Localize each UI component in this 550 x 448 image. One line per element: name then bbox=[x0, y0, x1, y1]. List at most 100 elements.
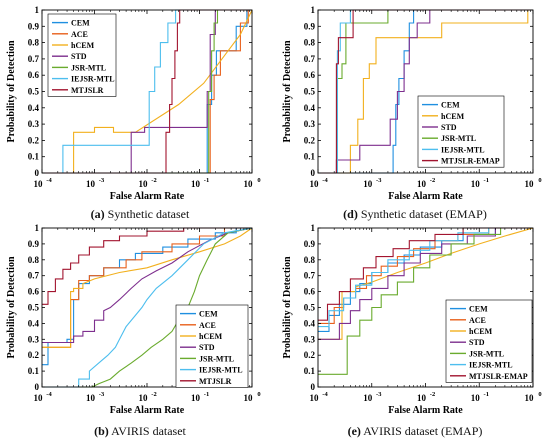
legend-label-cem: CEM bbox=[71, 19, 90, 28]
x-tick-label: 10 bbox=[363, 393, 373, 403]
y-tick-label: 0.7 bbox=[28, 54, 40, 64]
series-line-hcem bbox=[318, 9, 533, 174]
series-line-ace bbox=[42, 9, 252, 174]
panel-letter: (d) bbox=[343, 207, 358, 221]
x-tick-label: 10 bbox=[191, 393, 201, 403]
x-tick-label: 10 bbox=[86, 179, 96, 189]
x-tick-exponent: -2 bbox=[151, 177, 156, 184]
legend-label-hcem: hCEM bbox=[199, 332, 223, 341]
x-tick-label: 10 bbox=[244, 393, 254, 403]
x-tick-exponent: -4 bbox=[322, 177, 328, 184]
series-line-iejsr-mtl bbox=[42, 9, 252, 174]
series-line-hcem bbox=[42, 9, 253, 174]
legend-label-std: STD bbox=[441, 123, 457, 132]
y-tick-label: 0.8 bbox=[304, 255, 316, 265]
legend-label-mtjslr-emap: MTJSLR-EMAP bbox=[469, 372, 528, 381]
legend-label-ace: ACE bbox=[199, 321, 216, 330]
y-tick-label: 0 bbox=[311, 382, 316, 392]
y-tick-label: 0.4 bbox=[304, 318, 316, 328]
legend-label-cem: CEM bbox=[441, 101, 460, 110]
y-tick-label: 0.7 bbox=[304, 271, 316, 281]
y-tick-label: 0.3 bbox=[28, 334, 40, 344]
panel-letter: (a) bbox=[90, 207, 105, 221]
legend-label-cem: CEM bbox=[199, 310, 218, 319]
panel-caption-e: (e) AVIRIS dataset (EMAP) bbox=[280, 424, 550, 439]
legend-label-ace: ACE bbox=[71, 30, 88, 39]
x-tick-exponent: 0 bbox=[257, 391, 260, 398]
y-tick-label: 0.8 bbox=[28, 255, 40, 265]
x-tick-exponent: -2 bbox=[151, 391, 156, 398]
y-tick-label: 0.6 bbox=[28, 70, 40, 80]
y-tick-label: 0.5 bbox=[304, 303, 316, 313]
legend-label-std: STD bbox=[71, 52, 87, 61]
series-line-std bbox=[42, 227, 253, 344]
x-tick-label: 10 bbox=[525, 393, 535, 403]
series-line-jsr-mtl bbox=[42, 9, 252, 174]
y-tick-label: 0.2 bbox=[28, 350, 40, 360]
x-tick-label: 10 bbox=[310, 179, 320, 189]
caption-text: AVIRIS dataset bbox=[111, 424, 186, 438]
x-tick-label: 10 bbox=[310, 393, 320, 403]
legend-box bbox=[417, 95, 505, 168]
series-line-std bbox=[318, 227, 533, 340]
y-tick-label: 0 bbox=[35, 382, 40, 392]
y-tick-label: 0.1 bbox=[304, 366, 316, 376]
legend-label-cem: CEM bbox=[469, 305, 488, 314]
x-axis-label: False Alarm Rate bbox=[110, 405, 185, 416]
x-tick-label: 10 bbox=[139, 393, 149, 403]
legend-label-jsr-mtl: JSR-MTL bbox=[469, 349, 504, 358]
series-line-iejsr-mtl bbox=[318, 9, 533, 174]
x-tick-label: 10 bbox=[244, 179, 254, 189]
x-tick-exponent: 0 bbox=[538, 177, 541, 184]
legend-label-std: STD bbox=[199, 343, 215, 352]
y-tick-label: 0.8 bbox=[28, 38, 40, 48]
legend-label-iejsr-mtl: IEJSR-MTL bbox=[199, 366, 243, 375]
x-tick-label: 10 bbox=[471, 393, 481, 403]
legend-box bbox=[47, 13, 117, 97]
y-tick-label: 0.6 bbox=[28, 287, 40, 297]
y-tick-label: 0.5 bbox=[304, 87, 316, 97]
y-tick-label: 0.9 bbox=[28, 21, 40, 31]
x-tick-exponent: -1 bbox=[204, 391, 209, 398]
x-tick-label: 10 bbox=[417, 393, 427, 403]
y-tick-label: 0.1 bbox=[304, 152, 316, 162]
y-tick-label: 0.2 bbox=[304, 135, 316, 145]
y-axis-label: Probability of Detection bbox=[282, 256, 293, 358]
y-tick-label: 0.2 bbox=[28, 135, 40, 145]
legend-label-std: STD bbox=[469, 338, 485, 347]
x-tick-exponent: 0 bbox=[538, 391, 541, 398]
legend: CEM ACE hCEM STD JSR-MTL IEJSR-MTL MTJSLR bbox=[175, 304, 249, 388]
y-tick-label: 1 bbox=[35, 223, 40, 233]
y-tick-label: 0.1 bbox=[28, 366, 40, 376]
legend-label-iejsr-mtl: IEJSR-MTL bbox=[441, 145, 485, 154]
legend-label-ace: ACE bbox=[469, 316, 486, 325]
legend-label-jsr-mtl: JSR-MTL bbox=[71, 63, 106, 72]
panel-caption-b: (b) AVIRIS dataset bbox=[5, 424, 275, 439]
caption-text: Synthetic dataset (EMAP) bbox=[360, 207, 487, 221]
legend-label-mtjslr: MTJSLR bbox=[199, 377, 232, 386]
y-tick-label: 0.9 bbox=[28, 239, 40, 249]
y-tick-label: 0.5 bbox=[28, 303, 40, 313]
series-line-hcem bbox=[42, 227, 253, 348]
legend-label-iejsr-mtl: IEJSR-MTL bbox=[469, 361, 513, 370]
x-tick-label: 10 bbox=[139, 179, 149, 189]
y-tick-label: 0.3 bbox=[304, 334, 316, 344]
y-tick-label: 0.3 bbox=[304, 119, 316, 129]
x-tick-label: 10 bbox=[525, 179, 535, 189]
series-line-hcem bbox=[318, 227, 534, 340]
x-tick-exponent: -3 bbox=[376, 391, 382, 398]
series-line-iejsr-mtl bbox=[42, 227, 253, 388]
legend-label-hcem: hCEM bbox=[71, 41, 95, 50]
x-tick-label: 10 bbox=[471, 179, 481, 189]
x-tick-exponent: -4 bbox=[46, 177, 52, 184]
panel-caption-d: (d) Synthetic dataset (EMAP) bbox=[280, 207, 550, 222]
legend: CEM ACE hCEM STD JSR-MTL IEJSR-MTL MTJSLR-EMAP bbox=[445, 299, 533, 383]
legend-label-mtjslr: MTJSLR bbox=[71, 86, 104, 95]
y-axis-label: Probability of Detection bbox=[282, 40, 293, 142]
series-line-mtjslr bbox=[42, 227, 252, 305]
